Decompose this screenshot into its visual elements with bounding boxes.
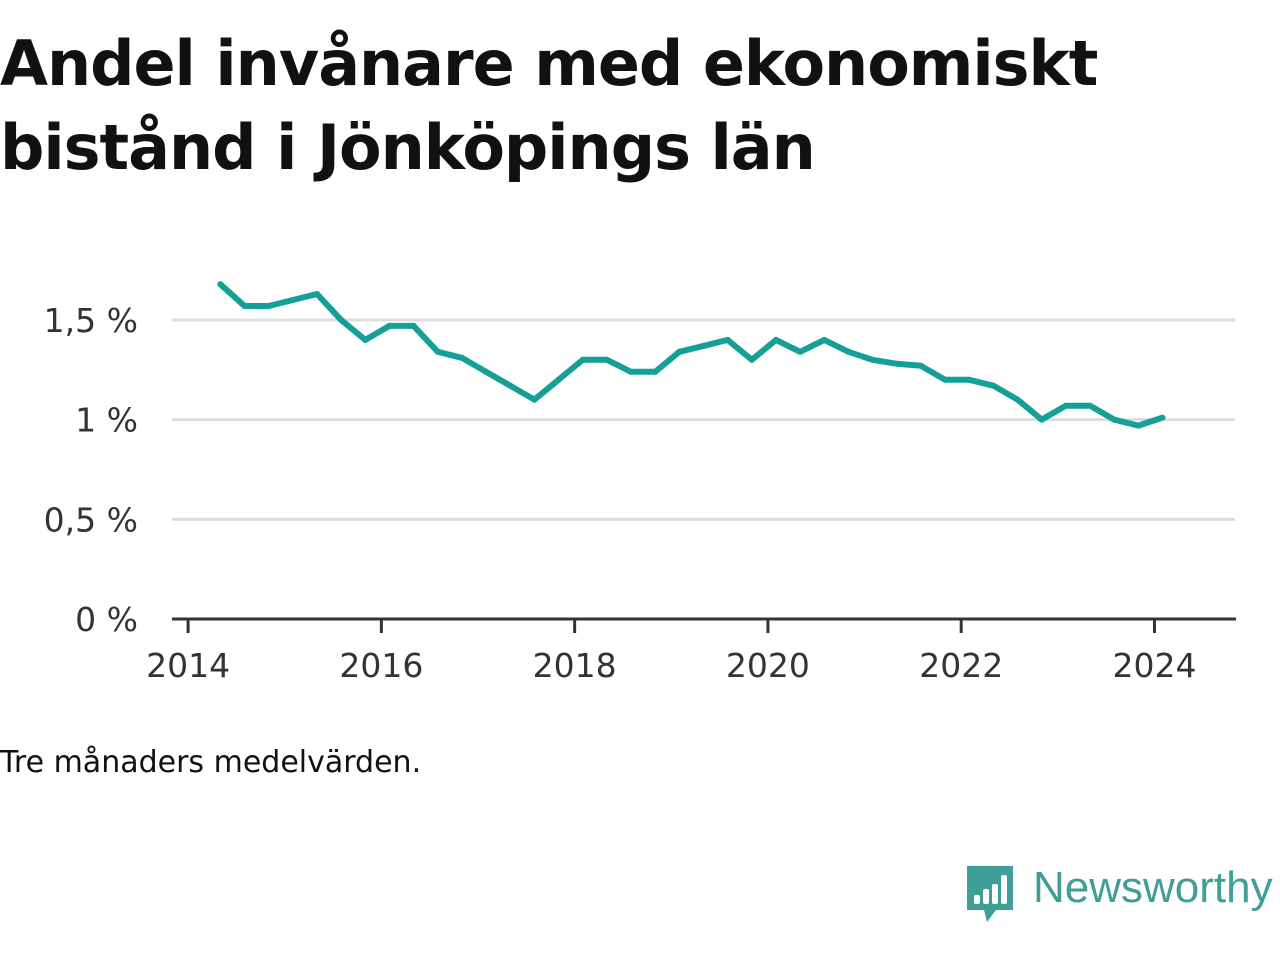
y-tick-label: 0 % [75,600,138,639]
data-point [990,382,997,389]
data-point [676,348,683,355]
x-tick-label: 2016 [339,646,423,685]
data-point [1135,422,1142,429]
series-layer [217,281,1166,429]
data-point [386,322,393,329]
line-chart: 0 % 0,5 % 1 % 1,5 % 2014 2016 2018 2020 2022 202… [44,281,1236,685]
data-point [458,354,465,361]
y-tick-label: 1,5 % [44,301,138,340]
brand-name: Newsworthy [1033,863,1273,912]
x-axis-ticks: 2014 2016 2018 2020 2022 2024 [146,619,1196,685]
grid-lines [172,318,1235,521]
x-tick-label: 2014 [146,646,230,685]
series-line [218,281,1164,429]
data-point [1038,416,1045,423]
data-point [917,362,924,369]
newsworthy-bar-chart-icon [967,866,1013,922]
data-point [1014,396,1021,403]
data-point [338,316,345,323]
data-point [628,368,634,375]
data-point [1159,414,1166,421]
data-point [531,396,538,403]
data-point [217,281,224,288]
data-point [241,303,248,309]
data-point [869,356,876,363]
data-point [797,348,804,355]
data-point [410,322,417,329]
data-point [555,376,562,383]
data-point [362,336,369,343]
data-point [483,368,490,375]
newsworthy-logo[interactable]: Newsworthy [963,862,1273,926]
data-point [724,336,731,343]
x-tick-label: 2022 [919,646,1003,685]
data-point [507,382,514,389]
chart-note: Tre månaders medelvärden. [0,745,422,780]
data-point [942,376,949,383]
data-point [314,291,320,297]
data-point [579,356,586,363]
data-point [748,356,755,363]
data-point [1062,402,1069,409]
data-point [652,368,659,375]
data-point [1111,416,1118,423]
y-tick-label: 1 % [75,401,138,440]
data-point [773,336,779,343]
data-point [966,376,973,383]
data-point [289,297,296,303]
y-tick-label: 0,5 % [44,500,138,539]
data-point [1087,402,1093,409]
x-tick-label: 2020 [726,646,810,685]
x-tick-label: 2018 [533,646,617,685]
x-tick-label: 2024 [1112,646,1196,685]
data-point [821,336,828,343]
data-point [700,342,707,349]
data-point [603,356,610,363]
data-point [265,303,272,309]
data-point [434,348,441,355]
data-point [893,360,900,367]
data-point [845,348,852,355]
y-axis-labels: 0 % 0,5 % 1 % 1,5 % [44,301,138,639]
chart-title: Andel invånare med ekonomiskt bistånd i … [0,27,1098,184]
